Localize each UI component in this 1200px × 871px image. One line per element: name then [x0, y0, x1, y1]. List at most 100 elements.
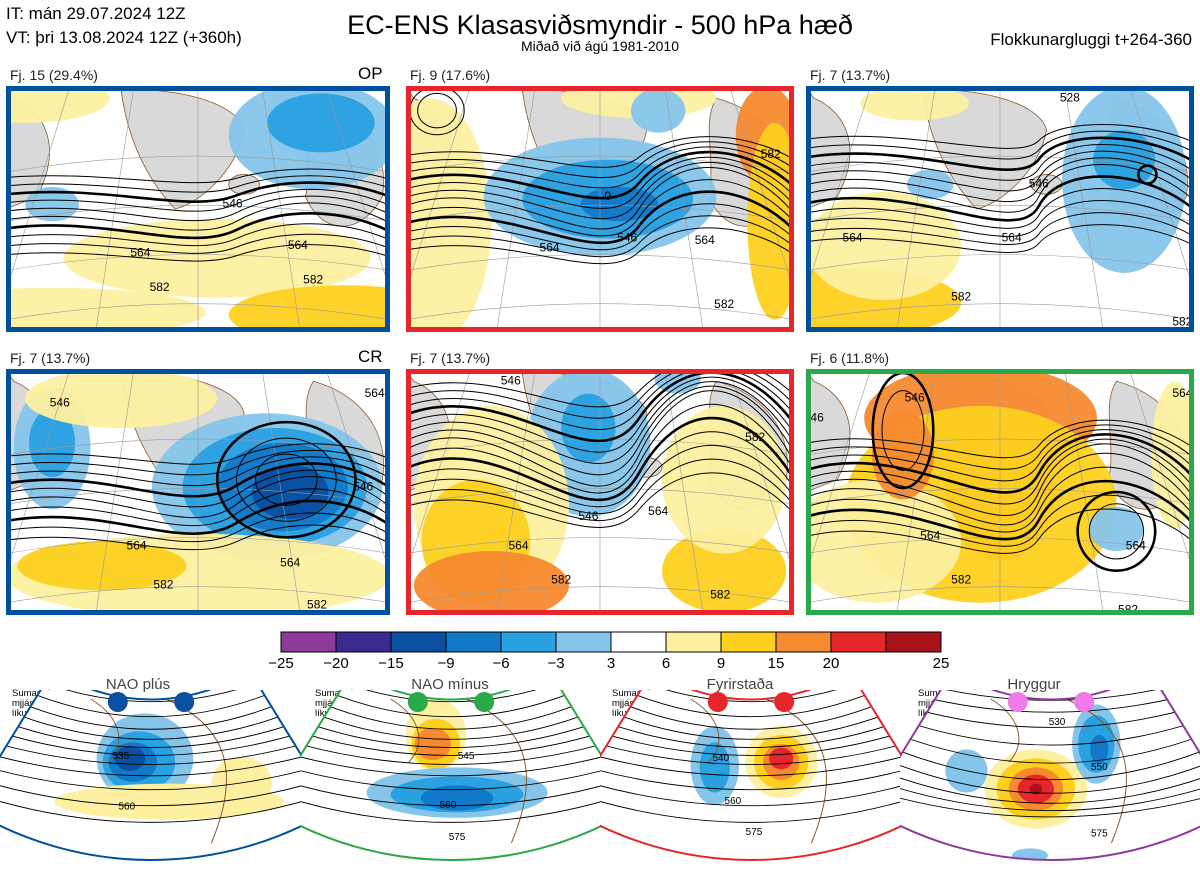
height-contour	[809, 424, 1191, 470]
cluster-map-5: 546 564 564 582 582 582 546	[406, 369, 794, 615]
longitude-line	[896, 372, 936, 612]
height-contour	[809, 429, 1191, 482]
height-contour	[9, 181, 387, 203]
longitude-line	[262, 89, 301, 329]
height-contour	[9, 168, 387, 184]
regime-dot	[1007, 692, 1028, 712]
longitude-line	[664, 89, 704, 329]
colorbar-tick-label: 15	[767, 655, 785, 672]
height-contour	[300, 768, 602, 823]
anomaly-area	[860, 89, 969, 121]
regime-dot	[174, 692, 195, 712]
longitude-line	[496, 89, 536, 329]
height-contour	[409, 372, 791, 442]
contour-label: 564	[280, 556, 300, 570]
initial-time: IT: mán 29.07.2024 12Z	[6, 4, 186, 23]
longitude-line	[9, 372, 70, 566]
contour-label: 564	[1126, 538, 1146, 552]
colorbar-tick-label: −25	[268, 655, 294, 672]
anomaly-area	[747, 122, 791, 320]
colorbar-tick-label: −3	[547, 655, 565, 672]
height-contour	[809, 163, 1191, 213]
height-contour	[9, 462, 387, 498]
height-contour	[9, 524, 387, 551]
regime-dot	[707, 692, 728, 712]
anomaly-area	[1029, 783, 1042, 795]
colorbar-segment	[775, 631, 832, 653]
colorbar-tick-label: −9	[437, 655, 455, 672]
panel-border	[806, 369, 1194, 615]
longitude-line	[809, 372, 871, 566]
height-contour	[9, 175, 387, 193]
contour-label: 575	[1091, 829, 1108, 840]
contour-label: 582	[1118, 602, 1138, 615]
height-contour	[409, 472, 791, 528]
regime-map-4: 530 550 575	[900, 690, 1200, 861]
colorbar-segment	[335, 631, 392, 653]
regime-1-name: NAO plús	[105, 676, 171, 693]
colorbar-segment	[390, 631, 447, 653]
colorbar-segment	[445, 631, 502, 653]
contour-label: 582	[307, 597, 327, 611]
longitude-line	[496, 372, 536, 612]
canada-landmass	[809, 373, 851, 492]
anomaly-area	[1151, 381, 1191, 529]
regime-dot	[407, 692, 428, 712]
height-contour	[809, 419, 1191, 459]
regime-border	[300, 690, 602, 861]
low-contour	[215, 420, 357, 539]
regime-2-name: NAO mínus	[411, 676, 489, 693]
height-contour	[9, 476, 387, 519]
height-contour	[409, 372, 791, 408]
colorbar-tick-label: 20	[822, 655, 840, 672]
anomaly-area	[29, 408, 76, 478]
height-contour	[809, 124, 1191, 149]
regime-dot	[474, 692, 495, 712]
contour-label: 528	[1060, 90, 1080, 104]
height-contour	[409, 458, 791, 521]
height-contour	[0, 748, 302, 791]
colorbar-segment	[665, 631, 722, 653]
cluster-map-4: 546 564 564 582 582 546 564	[6, 369, 390, 615]
longitude-line	[896, 89, 936, 329]
contour-label: 560	[725, 796, 742, 807]
height-contour	[900, 768, 1200, 818]
anomaly-area	[228, 285, 387, 329]
contour-label: 546	[50, 396, 70, 410]
panel-border	[406, 369, 794, 615]
contour-label: 546	[353, 479, 373, 493]
page-title: EC-ENS Klasasviðsmyndir - 500 hPa hæð	[347, 10, 853, 40]
low-contour	[1076, 490, 1157, 573]
contour-label: 550	[1091, 762, 1108, 773]
contour-label: 564	[843, 231, 863, 245]
height-contour	[409, 390, 791, 487]
panel-1-label: Fj. 15 (29.4%)	[10, 67, 98, 83]
height-contour	[409, 227, 791, 265]
height-contour	[9, 469, 387, 508]
height-contour	[409, 381, 791, 464]
colorbar-segment	[885, 631, 942, 653]
height-contour	[604, 690, 898, 703]
height-contour	[809, 200, 1191, 237]
height-contour	[9, 512, 387, 543]
colorbar-tick-label: −20	[323, 655, 349, 672]
height-contour	[809, 438, 1191, 505]
height-contour	[9, 212, 387, 240]
contour-label: 582	[714, 297, 734, 311]
anomaly-area	[420, 785, 494, 811]
height-contour	[809, 508, 1191, 554]
colorbar-tick-label: 6	[661, 655, 671, 672]
contour-label: 546	[578, 509, 598, 523]
contour-label: 582	[1172, 314, 1192, 328]
longitude-line	[409, 372, 471, 566]
longitude-line	[262, 372, 301, 612]
anomaly-area	[413, 551, 569, 612]
height-contour	[409, 190, 791, 245]
contour-label: 546	[806, 410, 824, 424]
height-contour	[409, 179, 791, 237]
height-contour	[600, 748, 902, 791]
contour-label: 535	[112, 751, 129, 762]
height-contour	[409, 372, 791, 430]
longitude-line	[95, 372, 134, 612]
height-contour	[9, 244, 387, 262]
